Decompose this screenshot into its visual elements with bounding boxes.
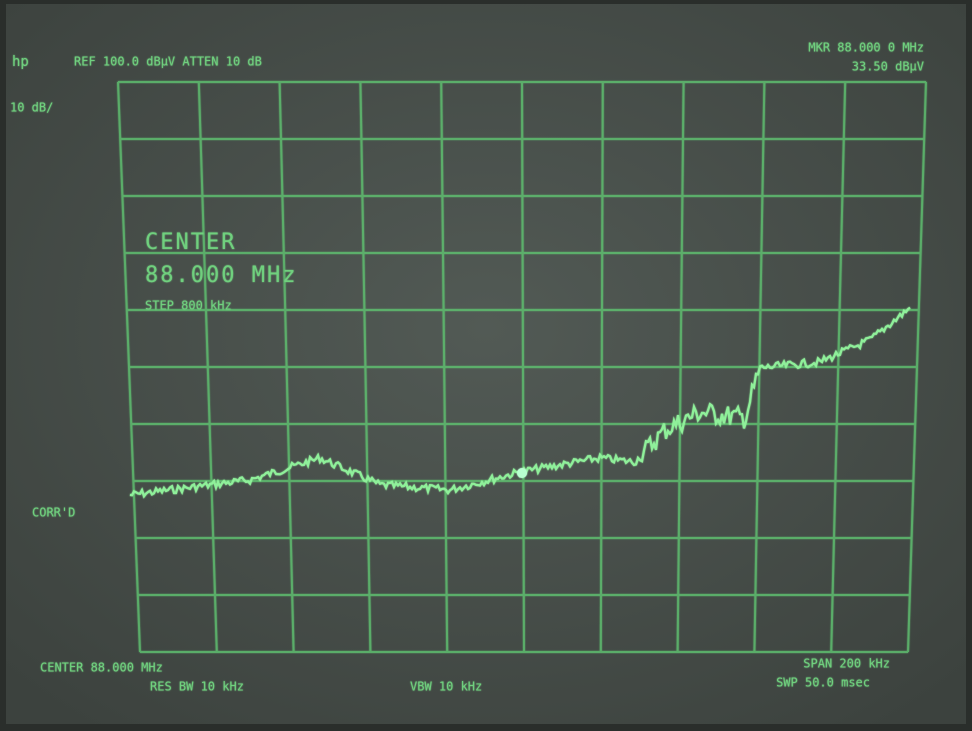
reference-level: REF 100.0 dBµV ATTEN 10 dB: [74, 55, 262, 69]
scale: 10 dB/: [10, 101, 53, 115]
marker-frequency: MKR 88.000 0 MHz: [808, 41, 924, 55]
corrected: CORR'D: [32, 506, 75, 520]
marker-level: 33.50 dBµV: [852, 60, 924, 74]
brand: hp: [12, 54, 29, 70]
marker: [517, 468, 527, 478]
center-label: CENTER: [145, 230, 236, 255]
screen-background: [6, 4, 966, 724]
analyzer-screen: hp REF 100.0 dBµV ATTEN 10 dB MKR 88.000…: [0, 0, 972, 731]
step: STEP 800 kHz: [145, 299, 232, 313]
video-bandwidth: VBW 10 kHz: [410, 680, 482, 694]
bottom-center: CENTER 88.000 MHz: [40, 661, 163, 675]
span: SPAN 200 kHz: [803, 657, 890, 671]
center-value: 88.000 MHz: [145, 263, 297, 288]
resolution-bandwidth: RES BW 10 kHz: [150, 680, 244, 694]
sweep-time: SWP 50.0 msec: [776, 676, 870, 690]
